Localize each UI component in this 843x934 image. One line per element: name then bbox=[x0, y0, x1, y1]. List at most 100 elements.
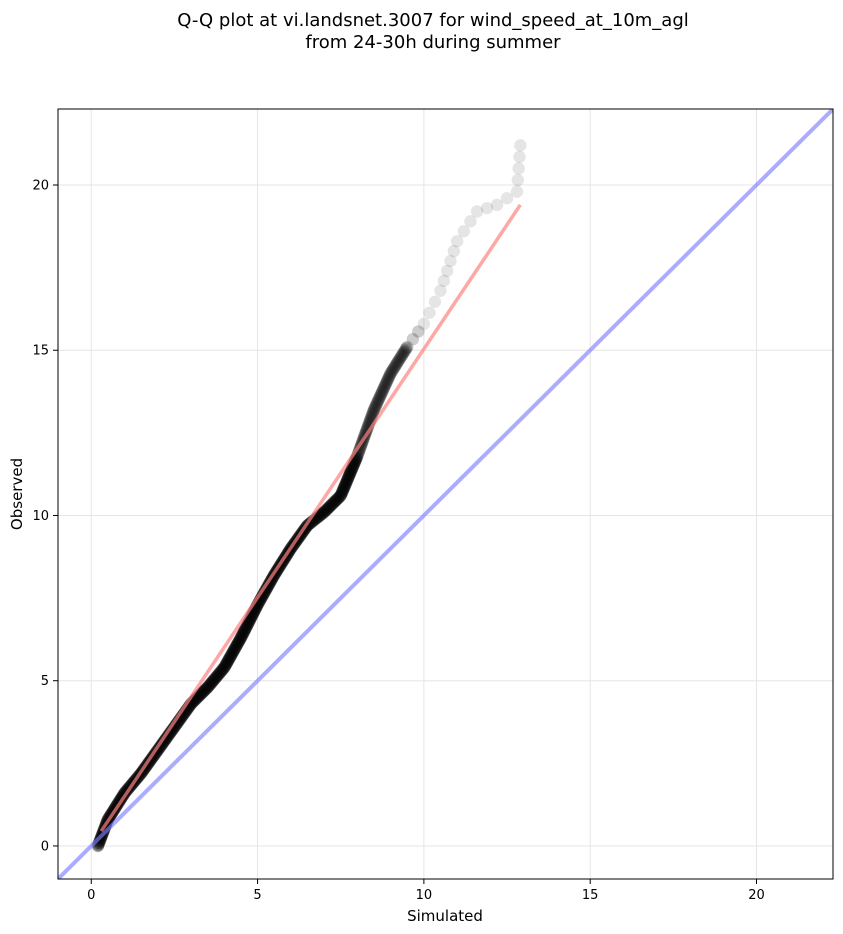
qq-point bbox=[231, 638, 244, 651]
qq-point bbox=[324, 499, 337, 513]
chart-subtitle: from 24-30h during summer bbox=[305, 32, 561, 53]
qq-point bbox=[457, 225, 470, 238]
plot-frame bbox=[57, 108, 834, 880]
qq-point bbox=[343, 468, 356, 482]
qq-point bbox=[243, 614, 256, 627]
qq-point bbox=[226, 647, 239, 660]
qq-point bbox=[387, 362, 400, 375]
qq-point bbox=[204, 677, 217, 691]
qq-point bbox=[234, 631, 248, 644]
qq-point bbox=[332, 491, 345, 504]
qq-point bbox=[236, 627, 250, 640]
qq-point bbox=[337, 482, 350, 496]
qq-point bbox=[371, 395, 384, 408]
qq-point bbox=[383, 369, 396, 383]
qq-point bbox=[340, 475, 353, 489]
qq-point bbox=[511, 173, 525, 187]
qq-point bbox=[393, 353, 406, 366]
qq-point bbox=[219, 658, 232, 672]
qq-point bbox=[209, 671, 222, 685]
qq-point bbox=[384, 367, 397, 380]
qq-point bbox=[335, 486, 349, 500]
qq-point bbox=[232, 635, 245, 648]
y-tick-label: 10 bbox=[32, 509, 49, 524]
qq-point bbox=[366, 406, 380, 419]
qq-point bbox=[226, 645, 240, 659]
qq-point bbox=[376, 384, 389, 398]
qq-point bbox=[379, 377, 392, 391]
qq-point bbox=[315, 507, 328, 521]
qq-point bbox=[339, 477, 353, 490]
qq-point bbox=[235, 630, 248, 643]
qq-point bbox=[326, 497, 339, 511]
qq-point bbox=[377, 383, 390, 396]
qq-point bbox=[395, 349, 408, 362]
qq-point bbox=[390, 357, 404, 370]
qq-point bbox=[323, 500, 336, 514]
qq-point bbox=[335, 488, 348, 501]
qq-point bbox=[388, 360, 401, 374]
qq-point bbox=[317, 505, 331, 519]
qq-point bbox=[374, 388, 387, 402]
qq-point bbox=[228, 641, 242, 655]
y-tick-label: 15 bbox=[32, 344, 49, 359]
qq-point bbox=[370, 398, 383, 411]
y-tick-label: 20 bbox=[32, 179, 49, 194]
qq-point bbox=[193, 689, 206, 702]
qq-point bbox=[230, 639, 243, 652]
qq-point bbox=[228, 643, 241, 656]
qq-point bbox=[237, 626, 250, 639]
qq-point bbox=[428, 295, 442, 308]
qq-point bbox=[380, 375, 394, 388]
qq-point bbox=[345, 463, 358, 476]
qq-point bbox=[240, 620, 253, 634]
qq-point bbox=[373, 390, 387, 403]
qq-point bbox=[242, 617, 255, 630]
qq-point bbox=[389, 359, 402, 373]
qq-point bbox=[212, 668, 225, 681]
qq-point bbox=[225, 648, 238, 661]
qq-point bbox=[207, 674, 220, 687]
qq-point bbox=[347, 459, 360, 472]
qq-point bbox=[512, 162, 525, 175]
qq-point bbox=[344, 466, 357, 479]
qq-point bbox=[216, 663, 229, 677]
qq-point bbox=[199, 683, 212, 696]
qq-point bbox=[375, 387, 388, 400]
qq-point bbox=[401, 340, 414, 354]
qq-point bbox=[365, 409, 379, 422]
qq-point bbox=[437, 274, 451, 288]
qq-point bbox=[223, 650, 237, 664]
qq-point bbox=[205, 676, 218, 689]
qq-point bbox=[206, 675, 219, 688]
qq-point bbox=[423, 306, 436, 319]
x-tick-label: 15 bbox=[582, 888, 599, 903]
qq-point bbox=[464, 215, 477, 228]
qq-point bbox=[224, 649, 238, 663]
qq-point bbox=[221, 654, 235, 668]
qq-point bbox=[322, 501, 335, 515]
qq-point bbox=[329, 494, 342, 508]
qq-point bbox=[211, 669, 224, 682]
qq-point bbox=[369, 399, 383, 412]
qq-point bbox=[97, 824, 110, 837]
qq-point bbox=[325, 498, 338, 512]
qq-point bbox=[368, 402, 381, 415]
qq-point bbox=[380, 376, 393, 390]
qq-point bbox=[344, 464, 358, 478]
x-tick-label: 10 bbox=[416, 888, 433, 903]
qq-point bbox=[385, 365, 398, 379]
qq-point bbox=[399, 343, 412, 356]
qq-point bbox=[195, 687, 208, 700]
qq-point bbox=[316, 506, 330, 520]
identity-line bbox=[58, 109, 833, 879]
qq-point bbox=[318, 504, 332, 518]
qq-point bbox=[480, 201, 494, 215]
qq-point bbox=[236, 628, 249, 642]
qq-point bbox=[400, 341, 413, 355]
qq-point bbox=[381, 372, 395, 385]
fit-line bbox=[99, 203, 522, 833]
y-tick-label: 0 bbox=[41, 839, 49, 854]
qq-point bbox=[389, 358, 403, 371]
